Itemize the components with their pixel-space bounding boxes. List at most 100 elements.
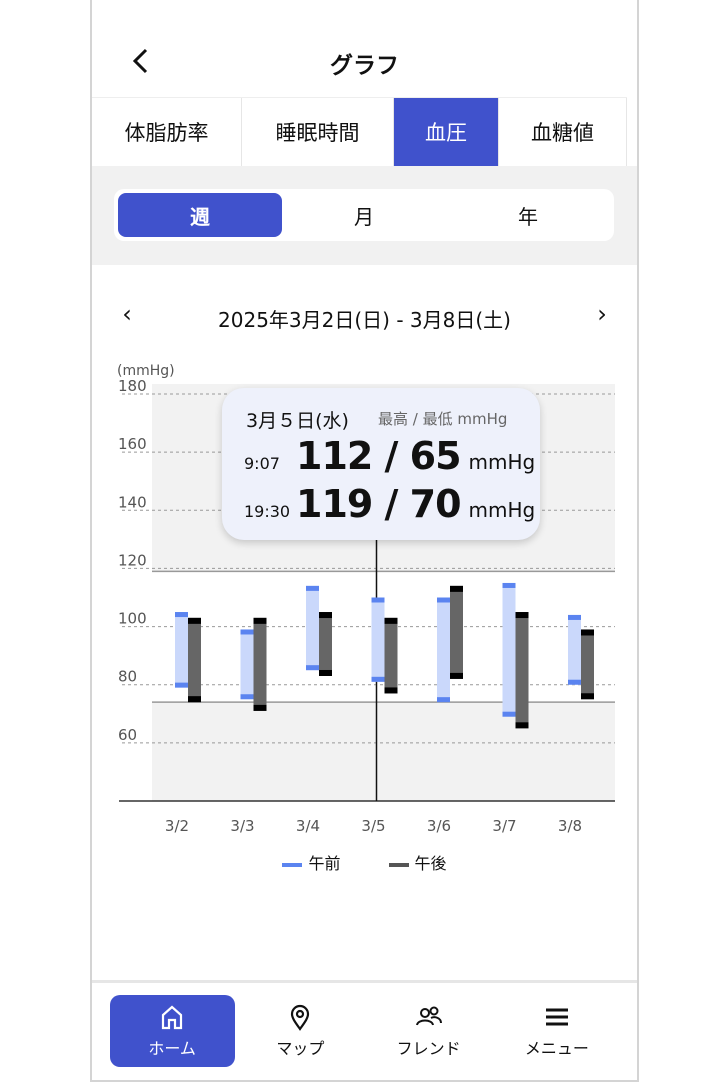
prev-week-icon[interactable]: ‹: [122, 300, 132, 328]
pm-high-cap: [253, 617, 267, 624]
period-selector: 週 月 年: [114, 189, 614, 241]
am-low-cap: [175, 682, 188, 688]
nav-map[interactable]: マップ: [238, 995, 363, 1067]
am-low-cap: [568, 679, 581, 685]
am-bar: [175, 612, 188, 688]
am-high-cap: [306, 585, 319, 591]
am-bar: [371, 597, 385, 682]
y-axis-label: (mmHg): [117, 363, 175, 379]
am-high-cap: [240, 629, 254, 635]
am-high-cap: [437, 597, 450, 603]
y-tick-label: 120: [118, 551, 147, 569]
y-tick-label: 100: [118, 610, 147, 628]
y-tick-label: 80: [118, 668, 137, 686]
pm-bar: [253, 617, 267, 711]
x-tick-label: 3/6: [427, 817, 451, 835]
pm-low-cap: [515, 722, 529, 729]
legend-pm: 午後: [388, 850, 447, 874]
am-low-cap: [371, 676, 385, 682]
pm-low-cap: [581, 693, 594, 700]
am-high-cap: [568, 614, 581, 620]
pm-high-cap: [188, 617, 201, 624]
tab-body-fat[interactable]: 体脂肪率: [92, 98, 242, 166]
pm-low-cap: [253, 704, 267, 711]
x-tick-label: 3/2: [165, 817, 189, 835]
period-week[interactable]: 週: [118, 193, 282, 237]
reading-unit: mmHg: [468, 498, 536, 522]
pm-bar: [581, 629, 594, 700]
legend-label: 午後: [414, 854, 447, 873]
pm-low-cap: [450, 672, 463, 679]
nav-menu[interactable]: メニュー: [494, 995, 619, 1067]
am-low-cap: [240, 694, 254, 700]
next-week-icon[interactable]: ›: [597, 300, 607, 328]
nav-friends[interactable]: フレンド: [366, 995, 491, 1067]
tooltip-row-am: 9:07 112 / 65 mmHg: [244, 434, 535, 478]
am-bar: [437, 597, 450, 703]
tooltip-header: 最高 / 最低 mmHg: [378, 410, 508, 428]
y-tick-label: 180: [118, 377, 147, 395]
nav-label: フレンド: [396, 1039, 461, 1058]
tab-sleep[interactable]: 睡眠時間: [242, 98, 394, 166]
chart-legend: 午前 午後: [92, 850, 637, 874]
tab-blood-pressure[interactable]: 血圧: [394, 98, 499, 166]
pm-low-cap: [319, 669, 332, 676]
legend-label: 午前: [308, 854, 341, 873]
am-bar: [240, 629, 254, 700]
pm-high-cap: [384, 617, 398, 624]
y-tick-label: 160: [118, 435, 147, 453]
page-title: グラフ: [330, 53, 399, 79]
am-low-cap: [502, 711, 516, 717]
period-section: 週 月 年: [92, 166, 637, 265]
tooltip-date: 3月５日(水): [246, 410, 349, 432]
pm-bar: [384, 617, 398, 694]
reading-value: 119 / 70: [296, 482, 462, 526]
pm-bar: [450, 585, 463, 679]
am-bar: [502, 582, 516, 717]
tooltip: 3月５日(水) 最高 / 最低 mmHg 9:07 112 / 65 mmHg …: [222, 388, 540, 540]
menu-icon: [545, 1008, 568, 1026]
am-low-cap: [306, 665, 319, 671]
tooltip-row-pm: 19:30 119 / 70 mmHg: [244, 482, 535, 526]
date-range: 2025年3月2日(日) - 3月8日(土): [218, 308, 511, 332]
am-high-cap: [371, 597, 385, 603]
metric-tabs: 体脂肪率 睡眠時間 血圧 血糖値: [92, 97, 627, 166]
period-month[interactable]: 月: [354, 204, 374, 229]
nav-label: ホーム: [148, 1039, 196, 1058]
reading-time: 19:30: [244, 502, 291, 521]
y-tick-label: 140: [118, 493, 147, 511]
pm-bar: [515, 612, 529, 729]
x-tick-label: 3/8: [558, 817, 582, 835]
nav-label: マップ: [276, 1039, 325, 1058]
map-pin-icon: [291, 1004, 310, 1031]
x-tick-label: 3/3: [230, 817, 254, 835]
am-high-cap: [175, 612, 188, 618]
x-tick-label: 3/4: [296, 817, 320, 835]
pm-bar: [188, 617, 201, 703]
am-high-cap: [502, 582, 516, 588]
chevron-left-icon[interactable]: [126, 44, 156, 78]
tab-blood-sugar[interactable]: 血糖値: [499, 98, 627, 166]
am-bar: [568, 614, 581, 685]
reading-time: 9:07: [244, 454, 280, 473]
legend-swatch: [282, 862, 303, 867]
x-tick-label: 3/7: [492, 817, 516, 835]
phone-screen: グラフ 体脂肪率 睡眠時間 血圧 血糖値 週 月 年 ‹ 2025年3月2日(日…: [90, 0, 639, 1082]
am-bar: [306, 585, 319, 671]
legend-swatch: [388, 862, 409, 867]
friends-icon: [415, 1006, 442, 1026]
pm-high-cap: [581, 629, 594, 636]
header: グラフ: [92, 0, 637, 97]
pm-high-cap: [515, 612, 529, 619]
pm-high-cap: [319, 612, 332, 619]
legend-am: 午前: [282, 850, 341, 874]
reading-unit: mmHg: [468, 450, 536, 474]
bottom-navigation: ホーム マップ フレンド メニュー: [92, 980, 637, 1080]
am-low-cap: [437, 697, 450, 703]
nav-label: メニュー: [524, 1039, 589, 1058]
x-tick-label: 3/5: [361, 817, 385, 835]
pm-low-cap: [188, 696, 201, 703]
nav-home[interactable]: ホーム: [109, 995, 235, 1067]
period-year[interactable]: 年: [518, 204, 538, 229]
date-navigation: ‹ 2025年3月2日(日) - 3月8日(土) ›: [92, 300, 637, 336]
